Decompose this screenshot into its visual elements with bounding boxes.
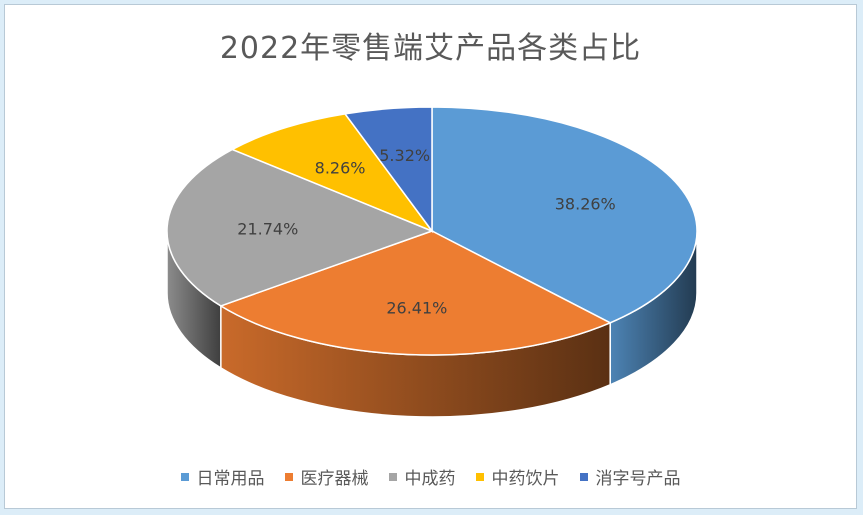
- data-label-disinfection-products: 5.32%: [379, 146, 430, 165]
- chart-frame: 2022年零售端艾产品各类占比 38.26% 26.41% 21.74% 8.26% 5…: [4, 4, 857, 509]
- pie-chart: 38.26% 26.41% 21.74% 8.26% 5.32%: [166, 106, 698, 418]
- pie-slice-disinfection-products: [343, 106, 433, 234]
- pie-slice-patent-medicine: [166, 148, 435, 307]
- legend-swatch-disinfection-products: [579, 472, 588, 481]
- legend-label-disinfection-products: 消字号产品: [595, 469, 681, 489]
- pie-slice-medical-devices: [219, 230, 612, 356]
- legend-swatch-decoction-pieces: [475, 472, 484, 481]
- legend: 日常用品 医疗器械 中成药 中药饮片 消字号产品: [5, 464, 856, 489]
- pie-slice-daily-goods: [431, 106, 698, 324]
- pie-slice-decoction-pieces: [230, 113, 435, 233]
- data-label-decoction-pieces: 8.26%: [315, 158, 366, 177]
- legend-swatch-patent-medicine: [388, 472, 397, 481]
- legend-swatch-medical-devices: [284, 472, 293, 481]
- legend-item-disinfection-products: 消字号产品: [579, 464, 681, 489]
- legend-item-daily-goods: 日常用品: [180, 464, 265, 489]
- legend-item-medical-devices: 医疗器械: [284, 464, 369, 489]
- legend-label-decoction-pieces: 中药饮片: [491, 469, 560, 489]
- legend-label-medical-devices: 医疗器械: [300, 469, 369, 489]
- data-label-medical-devices: 26.41%: [386, 299, 447, 318]
- data-label-patent-medicine: 21.74%: [237, 219, 298, 238]
- data-label-daily-goods: 38.26%: [555, 194, 616, 213]
- chart-title: 2022年零售端艾产品各类占比: [219, 31, 642, 66]
- legend-label-daily-goods: 日常用品: [196, 469, 265, 489]
- legend-item-patent-medicine: 中成药: [388, 464, 456, 489]
- legend-item-decoction-pieces: 中药饮片: [475, 464, 560, 489]
- legend-label-patent-medicine: 中成药: [404, 469, 456, 489]
- legend-swatch-daily-goods: [180, 472, 189, 481]
